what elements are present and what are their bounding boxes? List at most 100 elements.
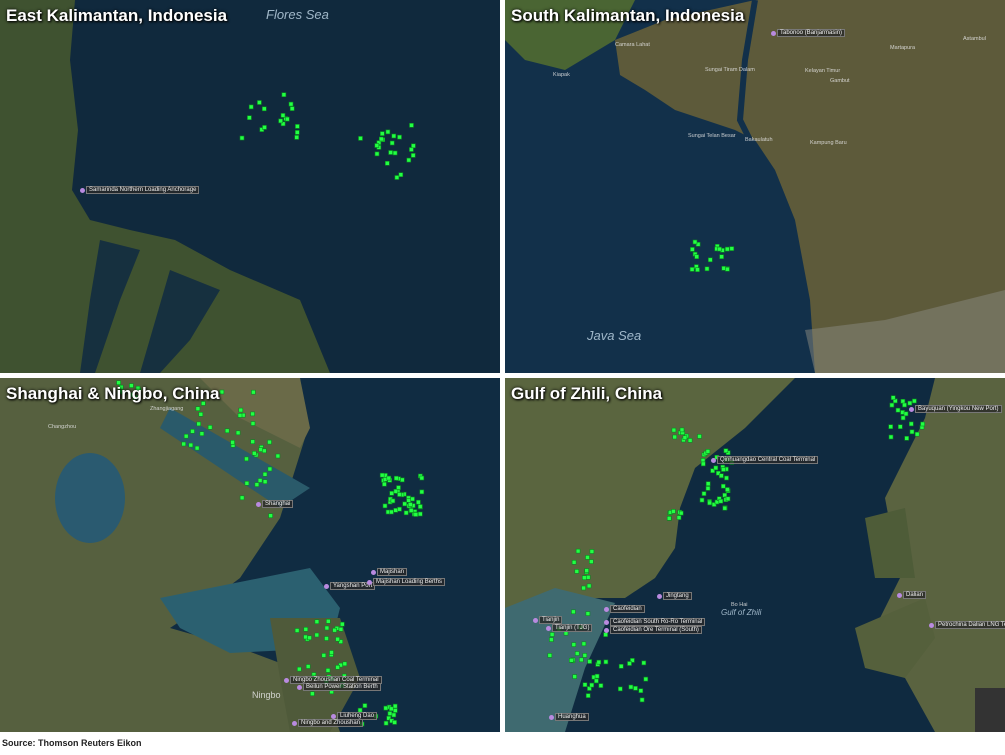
ship-marker[interactable]	[699, 497, 705, 503]
ship-marker[interactable]	[908, 421, 914, 427]
ship-marker[interactable]	[314, 619, 320, 624]
ship-marker[interactable]	[889, 402, 895, 408]
ship-marker[interactable]	[725, 487, 730, 492]
ship-marker[interactable]	[307, 635, 312, 641]
ship-marker[interactable]	[195, 406, 201, 412]
ship-marker[interactable]	[641, 660, 647, 666]
ship-marker[interactable]	[724, 475, 729, 481]
ship-marker[interactable]	[407, 502, 413, 507]
ship-marker[interactable]	[666, 516, 672, 521]
ship-marker[interactable]	[707, 500, 712, 506]
ship-marker[interactable]	[392, 708, 398, 713]
ship-marker[interactable]	[705, 481, 711, 486]
ship-marker[interactable]	[262, 472, 268, 477]
ship-marker[interactable]	[338, 639, 344, 644]
ship-marker[interactable]	[385, 129, 391, 135]
ship-marker[interactable]	[183, 433, 189, 439]
ship-marker[interactable]	[903, 411, 909, 417]
ship-marker[interactable]	[324, 636, 329, 641]
ship-marker[interactable]	[725, 496, 731, 502]
ship-marker[interactable]	[419, 475, 425, 481]
ship-marker[interactable]	[244, 481, 250, 486]
ship-marker[interactable]	[705, 486, 711, 491]
ship-marker[interactable]	[129, 383, 134, 388]
ship-marker[interactable]	[396, 485, 401, 490]
ship-marker[interactable]	[701, 491, 707, 496]
ship-marker[interactable]	[417, 504, 423, 509]
ship-marker[interactable]	[379, 131, 385, 136]
ship-marker[interactable]	[549, 632, 555, 637]
ship-marker[interactable]	[723, 448, 729, 453]
ship-marker[interactable]	[248, 104, 254, 110]
ship-marker[interactable]	[571, 642, 577, 647]
ship-marker[interactable]	[391, 133, 397, 139]
ship-marker[interactable]	[321, 653, 327, 658]
ship-marker[interactable]	[388, 706, 394, 712]
ship-marker[interactable]	[682, 435, 688, 441]
ship-marker[interactable]	[671, 509, 676, 514]
ship-marker[interactable]	[920, 421, 925, 427]
ship-marker[interactable]	[250, 411, 255, 417]
ship-marker[interactable]	[914, 431, 920, 437]
ship-marker[interactable]	[116, 380, 121, 386]
port-label[interactable]: Tabonoo (Banjarmasin)	[770, 29, 846, 37]
ship-marker[interactable]	[589, 559, 594, 564]
ship-marker[interactable]	[275, 453, 281, 459]
ship-marker[interactable]	[547, 653, 553, 658]
port-label[interactable]: Shanghai	[255, 500, 294, 508]
ship-marker[interactable]	[305, 664, 311, 669]
ship-marker[interactable]	[281, 92, 287, 97]
ship-marker[interactable]	[342, 661, 348, 667]
ship-marker[interactable]	[250, 439, 255, 445]
ship-marker[interactable]	[585, 575, 591, 580]
ship-marker[interactable]	[589, 549, 595, 554]
ship-marker[interactable]	[904, 435, 910, 441]
ship-marker[interactable]	[585, 555, 590, 560]
ship-marker[interactable]	[133, 395, 138, 400]
ship-marker[interactable]	[397, 506, 402, 512]
port-label[interactable]: Majishan	[370, 568, 408, 576]
ship-marker[interactable]	[638, 688, 644, 694]
ship-marker[interactable]	[692, 239, 698, 245]
ship-marker[interactable]	[294, 135, 300, 140]
ship-marker[interactable]	[417, 511, 423, 517]
ship-marker[interactable]	[594, 678, 599, 684]
ship-marker[interactable]	[722, 505, 728, 511]
ship-marker[interactable]	[909, 429, 915, 435]
ship-marker[interactable]	[392, 720, 397, 725]
ship-marker[interactable]	[888, 434, 894, 440]
ship-marker[interactable]	[196, 421, 201, 427]
ship-marker[interactable]	[303, 627, 309, 632]
ship-marker[interactable]	[701, 461, 706, 467]
ship-marker[interactable]	[244, 456, 249, 462]
ship-marker[interactable]	[118, 384, 124, 390]
ship-marker[interactable]	[362, 703, 368, 708]
ship-marker[interactable]	[618, 663, 624, 669]
ship-marker[interactable]	[261, 448, 267, 454]
ship-marker[interactable]	[603, 659, 609, 665]
ship-marker[interactable]	[268, 513, 273, 518]
ship-marker[interactable]	[358, 136, 363, 141]
ship-marker[interactable]	[335, 664, 340, 670]
ship-marker[interactable]	[280, 121, 286, 127]
ship-marker[interactable]	[678, 510, 684, 516]
ship-marker[interactable]	[725, 246, 730, 252]
ship-marker[interactable]	[643, 676, 649, 682]
ship-marker[interactable]	[278, 118, 283, 124]
ship-marker[interactable]	[335, 636, 340, 642]
ship-marker[interactable]	[598, 683, 604, 688]
ship-marker[interactable]	[718, 498, 724, 504]
ship-marker[interactable]	[219, 389, 225, 395]
map-panel-east-kalimantan[interactable]: East Kalimantan, Indonesia Flores Sea Sa…	[0, 0, 500, 373]
ship-marker[interactable]	[900, 415, 906, 421]
ship-marker[interactable]	[239, 495, 245, 501]
ship-marker[interactable]	[582, 682, 588, 688]
ship-marker[interactable]	[296, 666, 302, 672]
ship-marker[interactable]	[338, 627, 344, 632]
ship-marker[interactable]	[314, 632, 320, 638]
ship-marker[interactable]	[374, 143, 380, 148]
ship-marker[interactable]	[690, 247, 695, 252]
port-label[interactable]: Caofeidian South Ro-Ro Terminal	[603, 618, 706, 626]
ship-marker[interactable]	[261, 106, 267, 112]
ship-marker[interactable]	[393, 489, 399, 494]
